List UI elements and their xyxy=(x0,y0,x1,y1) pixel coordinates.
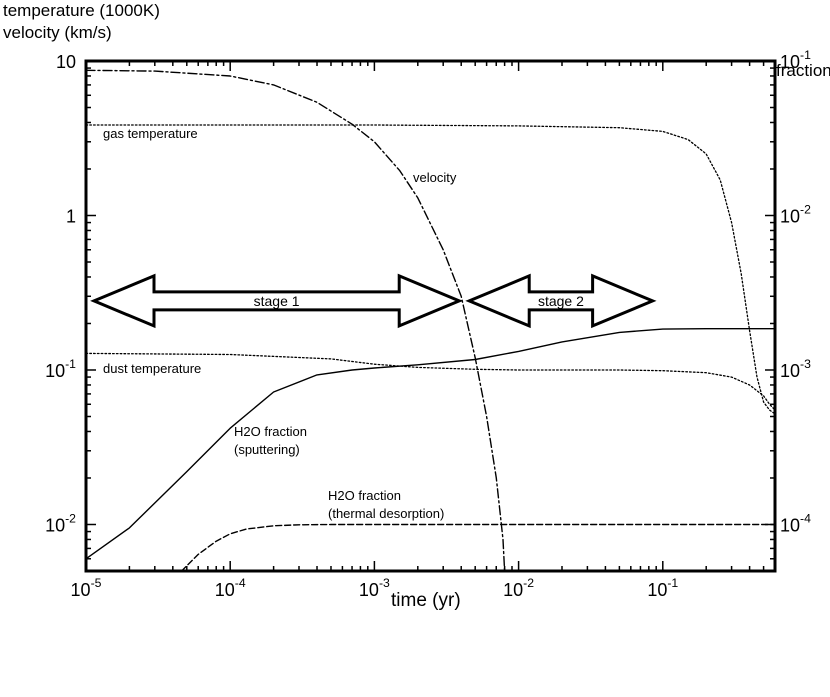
plot-frame xyxy=(84,59,777,573)
y-left-axis-title-line1: temperature (1000K) xyxy=(3,1,160,20)
dust-temperature-label: dust temperature xyxy=(103,361,202,376)
y-left-tick-label: 10-1 xyxy=(45,357,76,381)
y-right-axis-title: fraction xyxy=(776,61,830,80)
x-tick-label: 10-3 xyxy=(359,576,390,600)
x-axis-title: time (yr) xyxy=(391,590,461,611)
y-right-tick-label: 10-2 xyxy=(780,202,811,226)
chart-stage-arrows: stage 1 stage 2 xyxy=(90,273,657,329)
series-line-h2o-sputtering xyxy=(85,328,776,560)
h2o-sputtering-label-line1: H2O fraction xyxy=(234,424,307,439)
x-tick-label: 10-1 xyxy=(647,576,678,600)
y-left-tick-label: 10 xyxy=(56,52,76,72)
y-right-tick-label: 10-3 xyxy=(780,357,811,381)
y-left-tick-label: 10-2 xyxy=(45,511,76,535)
h2o-thermal-label-line2: (thermal desorption) xyxy=(328,506,445,521)
y-right-tick-label: 10-1 xyxy=(780,48,811,72)
x-tick-label: 10-2 xyxy=(503,576,534,600)
h2o-sputtering-label-line2: (sputtering) xyxy=(234,442,300,457)
x-tick-label: 10-5 xyxy=(71,576,102,600)
series-line-h2o-thermal xyxy=(180,523,776,572)
y-left-tick-label: 1 xyxy=(66,206,76,226)
velocity-label: velocity xyxy=(413,170,457,185)
stage-2-label: stage 2 xyxy=(538,293,584,309)
stage-2-arrow xyxy=(465,273,657,329)
chart-series xyxy=(85,69,776,572)
stage-1-label: stage 1 xyxy=(254,293,300,309)
h2o-thermal-label-line1: H2O fraction xyxy=(328,488,401,503)
x-tick-label: 10-4 xyxy=(215,576,246,600)
series-line-dust-temperature xyxy=(85,352,776,411)
stage-1-arrow xyxy=(90,273,464,329)
y-left-axis-title-line2: velocity (km/s) xyxy=(3,23,112,42)
chart-tick-labels: 10-5 10-4 10-3 10-2 10-1 10 1 10-1 10-2 10-1 10-2 1… xyxy=(45,48,811,600)
series-line-velocity xyxy=(85,69,506,572)
gas-temperature-label: gas temperature xyxy=(103,126,198,141)
y-right-tick-label: 10-4 xyxy=(780,511,811,535)
